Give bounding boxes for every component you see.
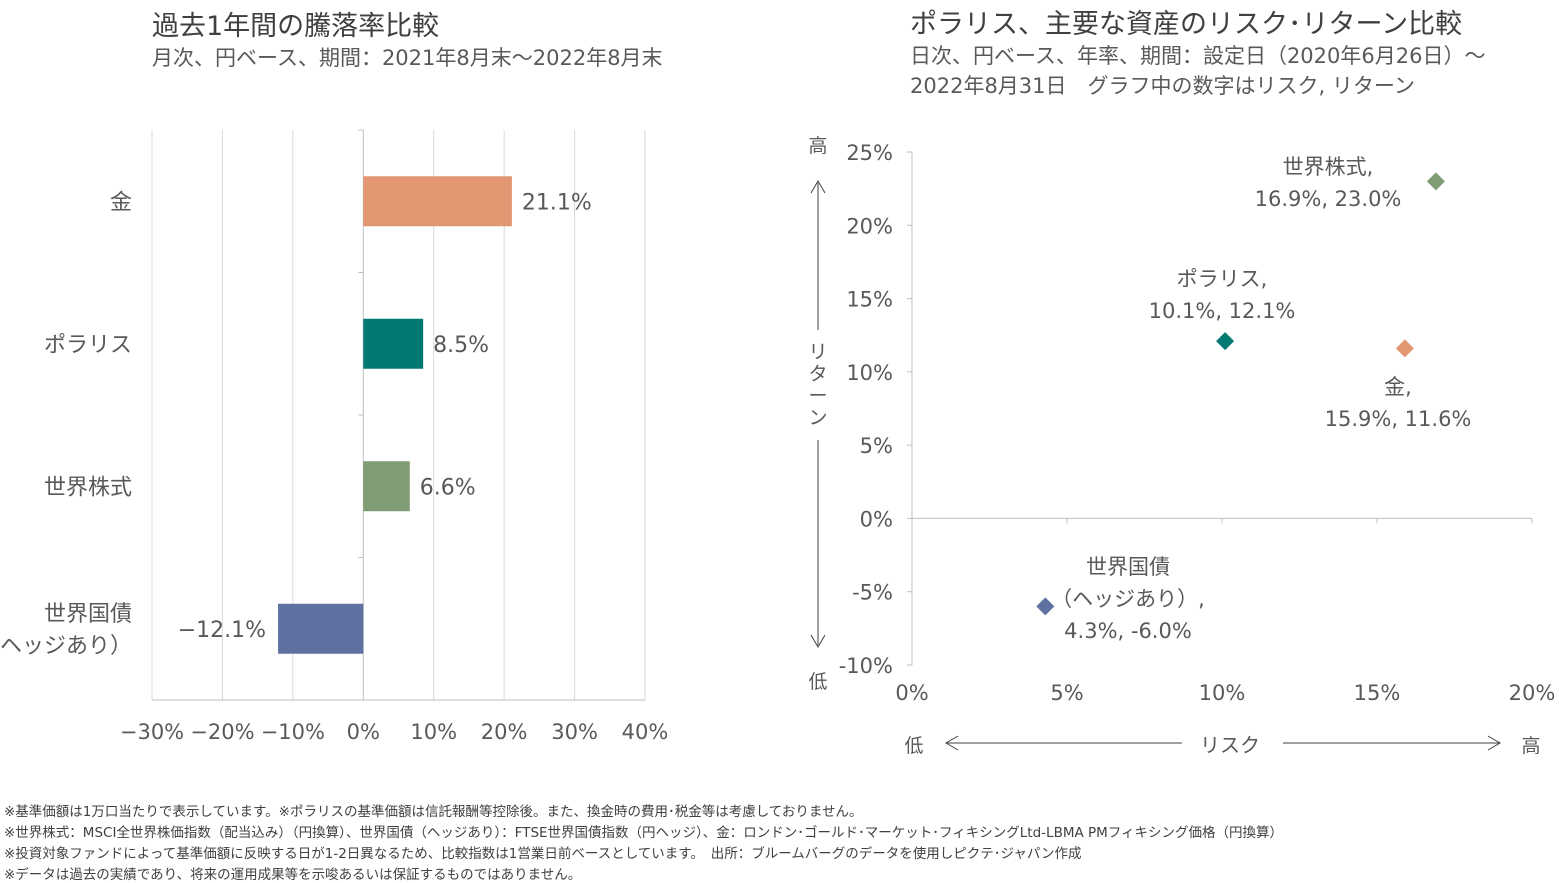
note-3: ※投資対象ファンドによって基準価額に反映する日が1-2日異なるため、比較指数は1… <box>4 846 1082 862</box>
category-label: ポラリス <box>44 333 132 358</box>
y-axis-label: ン <box>808 407 827 429</box>
data-point <box>1395 339 1414 358</box>
bar-chart: −30% −20% −10% 0% 10% 20% 30% 40% 金 21.1% ポラリス 8.5%… <box>0 129 669 744</box>
x-tick-label: 40% <box>622 720 669 744</box>
arrow-up-icon <box>810 180 826 194</box>
point-label: ポラリス, <box>1177 267 1268 291</box>
y-tick-label: 15% <box>846 288 893 312</box>
y-tick-label: 0% <box>860 507 893 531</box>
point-label: 16.9%, 23.0% <box>1255 187 1402 211</box>
scatter-subtitle-2: 2022年8月31日 グラフ中の数字はリスク, リターン <box>910 74 1415 98</box>
x-axis-label: リスク <box>1200 733 1260 757</box>
bar <box>278 603 364 654</box>
x-tick-label: 30% <box>551 720 598 744</box>
note-1: ※基準価額は1万口当たりで表示しています。※ポラリスの基準価額は信託報酬等控除後… <box>4 804 863 820</box>
y-high-label: 高 <box>808 135 827 157</box>
x-high-label: 高 <box>1521 735 1540 757</box>
y-tick-label: 25% <box>846 141 893 165</box>
x-tick-label: −10% <box>261 720 325 744</box>
bar <box>363 318 424 369</box>
point-label: 世界国債 <box>1086 555 1170 579</box>
category-label: 世界株式 <box>44 475 132 500</box>
x-low-label: 低 <box>904 735 923 757</box>
y-tick-label: 10% <box>846 361 893 385</box>
category-label: 金 <box>110 190 132 215</box>
bar-chart-title: 過去1年間の騰落率比較 <box>152 11 440 42</box>
y-low-label: 低 <box>808 671 827 693</box>
data-label: −12.1% <box>178 618 266 643</box>
bar <box>363 461 410 512</box>
x-tick-label: 10% <box>1199 681 1246 705</box>
data-label: 21.1% <box>522 190 592 215</box>
point-label: 15.9%, 11.6% <box>1325 407 1472 431</box>
x-tick-label: 5% <box>1050 681 1083 705</box>
data-point <box>1036 597 1055 616</box>
data-label: 8.5% <box>433 333 489 358</box>
scatter-title: ポラリス、主要な資産のリスク･リターン比較 <box>910 9 1463 40</box>
scatter-chart: 25%20%15%10%5%0%-5%-10%0% 5% 10% 15% 20%高低リタ… <box>808 135 1556 757</box>
point-label: 世界株式, <box>1283 155 1374 179</box>
point-label: 金, <box>1384 375 1412 399</box>
y-axis-label: リ <box>808 341 827 363</box>
y-tick-label: 20% <box>846 214 893 238</box>
data-point <box>1426 172 1445 191</box>
x-tick-label: 15% <box>1354 681 1401 705</box>
point-label: 10.1%, 12.1% <box>1149 299 1296 323</box>
y-tick-label: -5% <box>852 581 893 605</box>
category-label: 世界国債 <box>44 602 132 627</box>
y-axis-label: ー <box>808 385 827 407</box>
note-2: ※世界株式：MSCI全世界株価指数（配当込み）（円換算）、世界国債（ヘッジあり）… <box>4 825 1284 841</box>
x-tick-label: 10% <box>410 720 457 744</box>
x-tick-label: −20% <box>190 720 254 744</box>
point-label: 4.3%, -6.0% <box>1064 619 1192 643</box>
x-tick-label: 0% <box>895 681 928 705</box>
category-label: （ヘッジあり） <box>0 634 132 659</box>
arrow-right-icon <box>1487 735 1501 751</box>
data-point <box>1216 332 1235 351</box>
bar-chart-subtitle: 月次、円ベース、期間：2021年8月末～2022年8月末 <box>152 46 663 70</box>
y-tick-label: 5% <box>860 434 893 458</box>
data-label: 6.6% <box>420 475 476 500</box>
point-label: （ヘッジあり）, <box>1051 587 1205 611</box>
arrow-down-icon <box>810 634 826 648</box>
y-axis-label: タ <box>808 363 827 385</box>
scatter-subtitle-1: 日次、円ベース、年率、期間：設定日（2020年6月26日）～ <box>910 44 1486 68</box>
x-tick-label: 20% <box>1509 681 1556 705</box>
bar <box>363 176 512 227</box>
y-tick-label: -10% <box>839 654 893 678</box>
x-tick-label: −30% <box>120 720 184 744</box>
x-tick-label: 20% <box>481 720 528 744</box>
arrow-left-icon <box>945 735 959 751</box>
note-4: ※データは過去の実績であり、将来の運用成果等を示唆あるいは保証するものではありま… <box>4 867 582 883</box>
x-tick-label: 0% <box>347 720 380 744</box>
